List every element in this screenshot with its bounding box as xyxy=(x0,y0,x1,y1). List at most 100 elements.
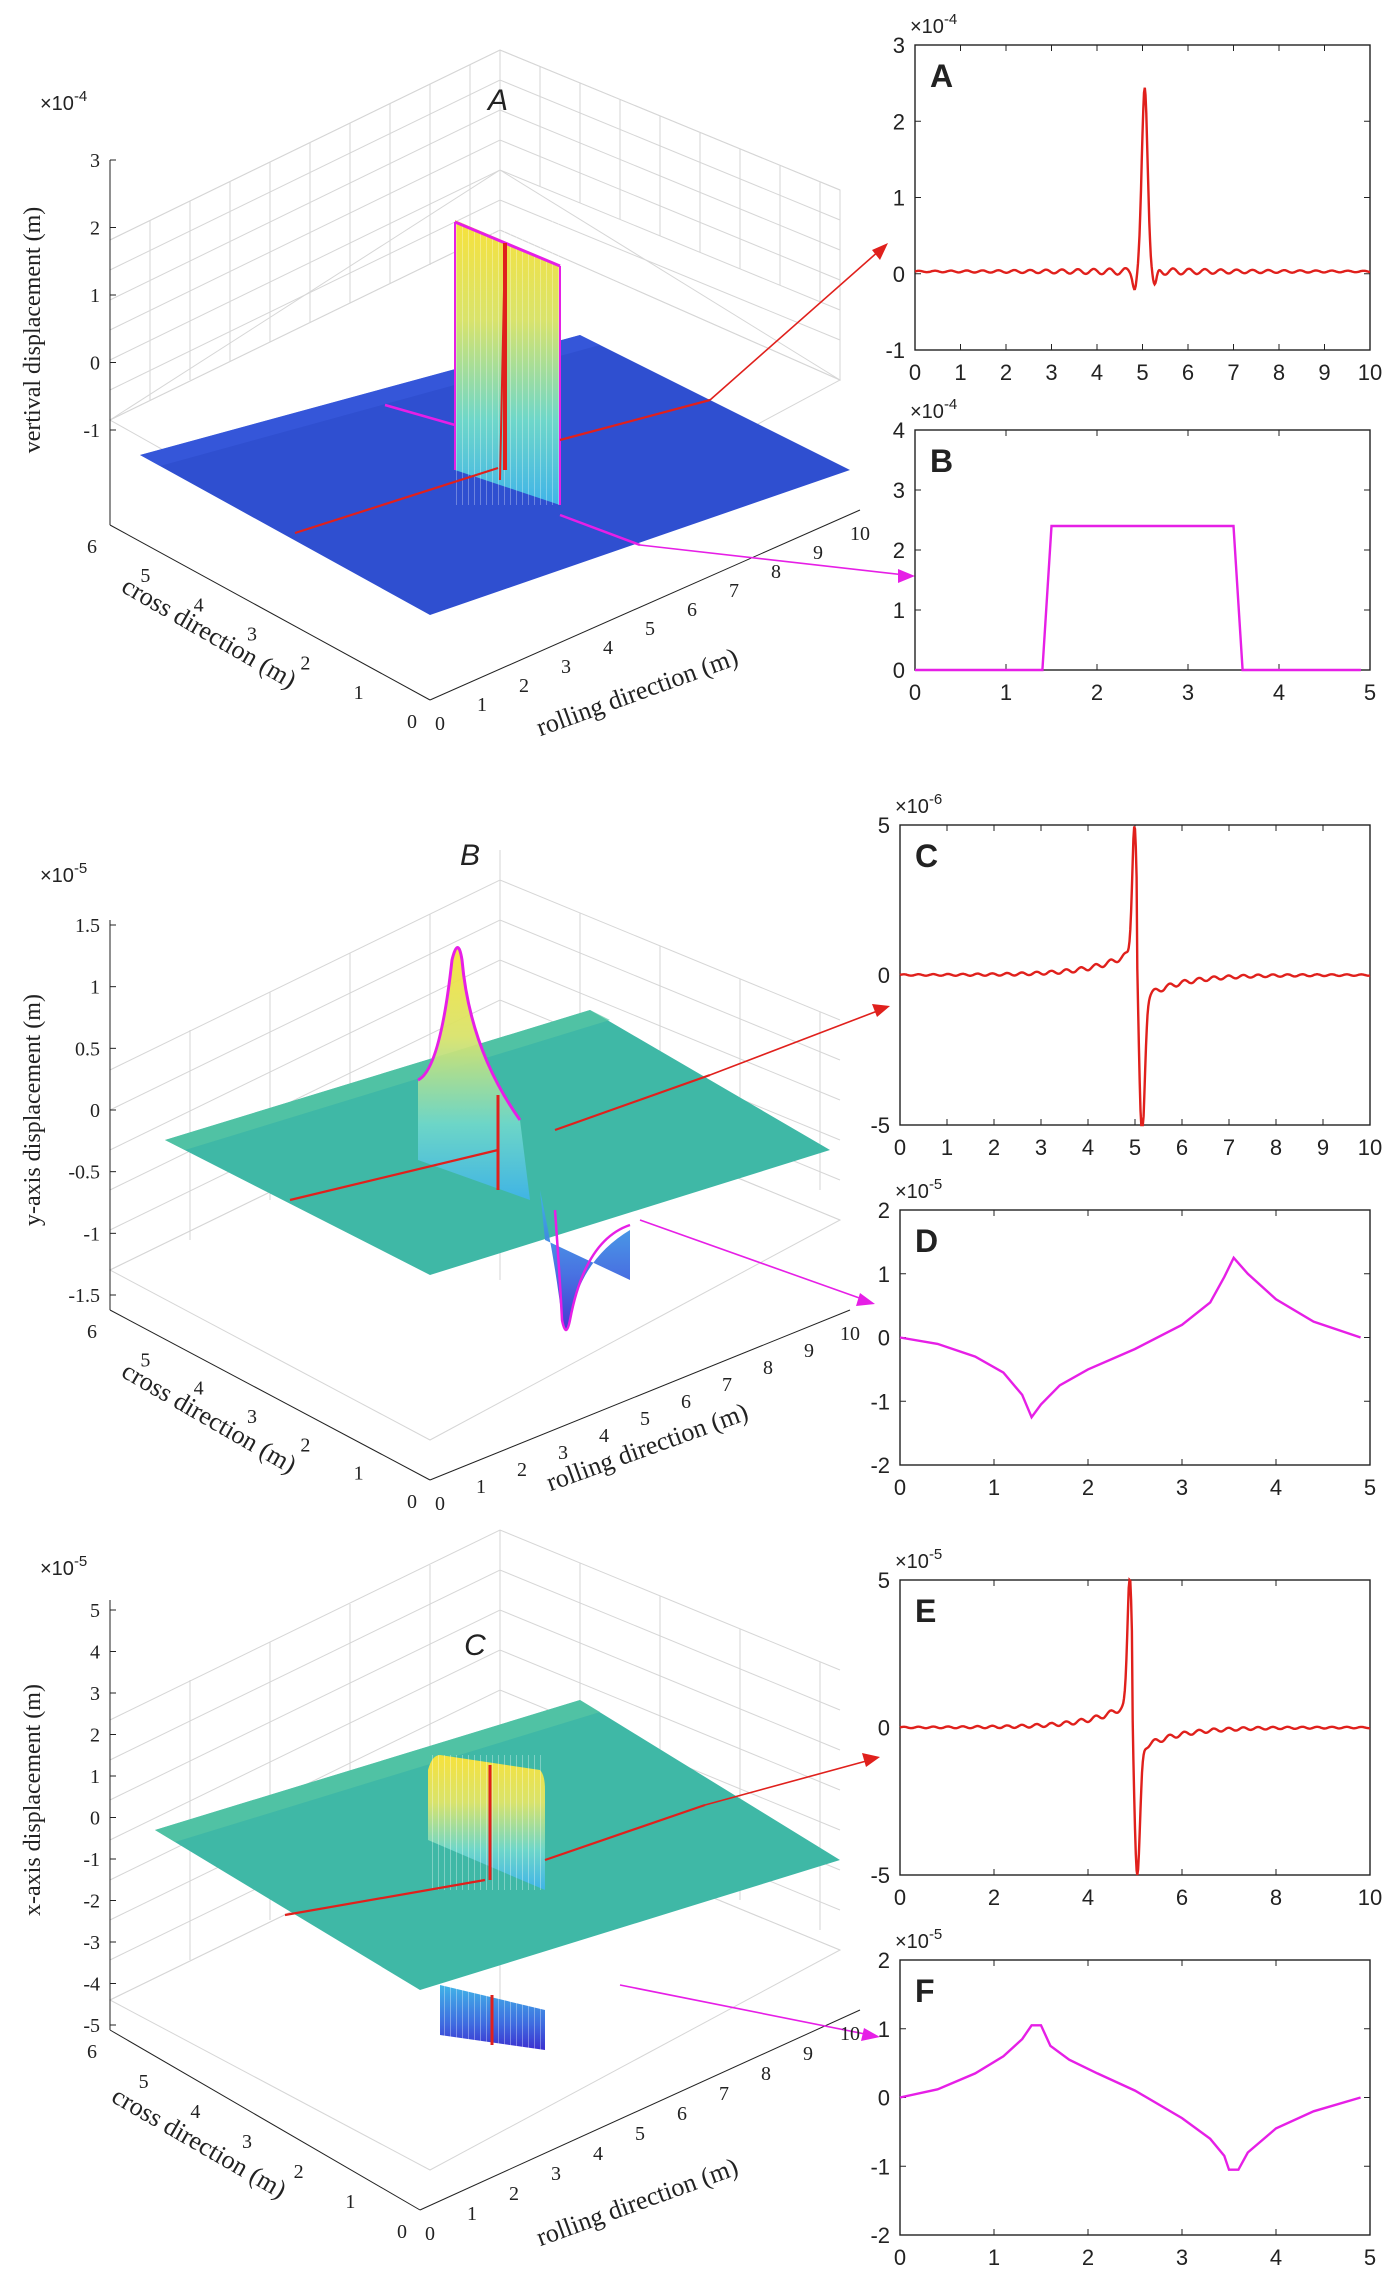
x-tick-label: 2 xyxy=(1091,680,1103,705)
y-tick-label: 1 xyxy=(354,1463,364,1485)
x-tick-label: 4 xyxy=(1270,2245,1282,2270)
x-tick-label: 0 xyxy=(894,1475,906,1500)
x-tick-label: 6 xyxy=(681,1391,691,1413)
z-tick-label: -2 xyxy=(83,1891,100,1913)
series-line xyxy=(914,87,1371,291)
x-tick-label: 9 xyxy=(813,542,823,564)
z-tick-label: 2 xyxy=(90,1725,100,1747)
subplot-letter: C xyxy=(915,838,938,874)
x-tick-label: 4 xyxy=(593,2143,603,2165)
x-tick-label: 7 xyxy=(719,2083,729,2105)
y-tick-label: 6 xyxy=(87,536,97,558)
y-tick-label: 1 xyxy=(878,1262,890,1287)
y-exponent: ×10-6 xyxy=(895,791,942,818)
x-tick-label: 10 xyxy=(1358,1135,1382,1160)
plot-frame xyxy=(899,1209,1371,1466)
y-tick-label: 2 xyxy=(300,653,310,675)
x-tick-label: 6 xyxy=(1176,1135,1188,1160)
z-tick-label: 1 xyxy=(90,977,100,999)
x-tick-label: 10 xyxy=(850,523,870,545)
line-chart-d: 0 1 2 3 4 5 2 1 0 -1 -2 ×10-5 D xyxy=(870,1176,1376,1500)
x-tick-label: 3 xyxy=(558,1442,568,1464)
x-tick-label: 3 xyxy=(1035,1135,1047,1160)
x-tick-label: 0 xyxy=(425,2223,435,2245)
x-tick-label: 5 xyxy=(635,2123,645,2145)
y-tick-label: 5 xyxy=(139,2071,149,2093)
x-tick-label: 0 xyxy=(894,1135,906,1160)
x-tick-label: 9 xyxy=(804,1340,814,1362)
z-tick-label: -1 xyxy=(83,1223,100,1245)
y-tick-label: 1 xyxy=(354,682,364,704)
z-tick-label: 2 xyxy=(90,218,100,240)
y-tick-label: 4 xyxy=(194,594,204,616)
x-tick-label: 3 xyxy=(561,656,571,678)
z-tick-label: 1 xyxy=(90,1766,100,1788)
x-tick-label: 4 xyxy=(1273,680,1285,705)
y-tick-label: -2 xyxy=(870,1453,890,1478)
y-tick-label: 2 xyxy=(878,1948,890,1973)
x-tick-label: 7 xyxy=(729,580,739,602)
y-exponent: ×10-5 xyxy=(895,1926,942,1953)
y-tick-label: 0 xyxy=(878,2086,890,2111)
y-exponent: ×10-5 xyxy=(895,1176,942,1203)
y-tick-label: -5 xyxy=(870,1863,890,1888)
y-tick-label: 0 xyxy=(878,1716,890,1741)
z-tick-label: 3 xyxy=(90,150,100,172)
y-tick-label: 0 xyxy=(397,2221,407,2243)
x-tick-label: 3 xyxy=(1176,2245,1188,2270)
y-tick-label: 6 xyxy=(87,1321,97,1343)
panel-letter-b: B xyxy=(460,839,480,872)
x-tick-label: 10 xyxy=(840,1323,860,1345)
z-tick-label: 0 xyxy=(90,1100,100,1122)
subplot-letter: B xyxy=(930,443,953,479)
x-tick-label: 0 xyxy=(909,360,921,385)
x-tick-label: 5 xyxy=(1364,2245,1376,2270)
y-tick-label: -1 xyxy=(870,2154,890,2179)
x-tick-label: 2 xyxy=(519,675,529,697)
line-chart-f: 0 1 2 3 4 5 2 1 0 -1 -2 ×10-5 F xyxy=(870,1926,1376,2270)
x-tick-label: 2 xyxy=(509,2183,519,2205)
x-tick-label: 8 xyxy=(1270,1885,1282,1910)
x-tick-label: 0 xyxy=(894,2245,906,2270)
y-axis-label: cross direction (m) xyxy=(117,571,302,694)
y-tick-label: 0 xyxy=(878,963,890,988)
z-tick-label: -4 xyxy=(83,1974,100,1996)
x-tick-label: 9 xyxy=(803,2043,813,2065)
y-tick-label: 0 xyxy=(893,262,905,287)
z-tick-label: 5 xyxy=(90,1600,100,1622)
x-tick-label: 8 xyxy=(771,561,781,583)
y-tick-label: 5 xyxy=(140,1349,150,1371)
line-chart-b: 0 1 2 3 4 5 4 3 2 1 0 ×10-4 B xyxy=(893,396,1376,705)
z-exponent-c: ×10-5 xyxy=(40,1553,87,1580)
z-axis-label: x-axis displacement (m) xyxy=(20,1684,46,1916)
x-tick-label: 6 xyxy=(1176,1885,1188,1910)
y-tick-label: 4 xyxy=(893,418,905,443)
x-tick-label: 1 xyxy=(476,1476,486,1498)
x-tick-label: 1 xyxy=(988,1475,1000,1500)
z-tick-label: -1 xyxy=(83,420,100,442)
z-tick-label: 0 xyxy=(90,1808,100,1830)
surface-plot-a xyxy=(108,49,861,701)
y-tick-label: 5 xyxy=(878,1568,890,1593)
x-tick-label: 6 xyxy=(687,599,697,621)
x-tick-label: 0 xyxy=(435,713,445,735)
y-axis-label: cross direction (m) xyxy=(117,1356,302,1479)
subplot-letter: D xyxy=(915,1223,938,1259)
z-tick-label: -0.5 xyxy=(68,1162,100,1184)
y-tick-label: 6 xyxy=(87,2041,97,2063)
series-line xyxy=(899,1577,1371,1876)
z-tick-label: 1 xyxy=(90,285,100,307)
series-line xyxy=(915,524,1361,672)
y-tick-label: -1 xyxy=(870,1389,890,1414)
y-tick-label: 3 xyxy=(893,33,905,58)
x-tick-label: 4 xyxy=(1270,1475,1282,1500)
x-tick-label: 5 xyxy=(645,618,655,640)
y-tick-label: 1 xyxy=(345,2191,355,2213)
surface-plot-c xyxy=(108,1529,861,2211)
y-tick-label: 5 xyxy=(878,813,890,838)
z-tick-label: 0.5 xyxy=(75,1038,100,1060)
x-tick-label: 4 xyxy=(603,637,613,659)
y-tick-label: 1 xyxy=(878,2017,890,2042)
